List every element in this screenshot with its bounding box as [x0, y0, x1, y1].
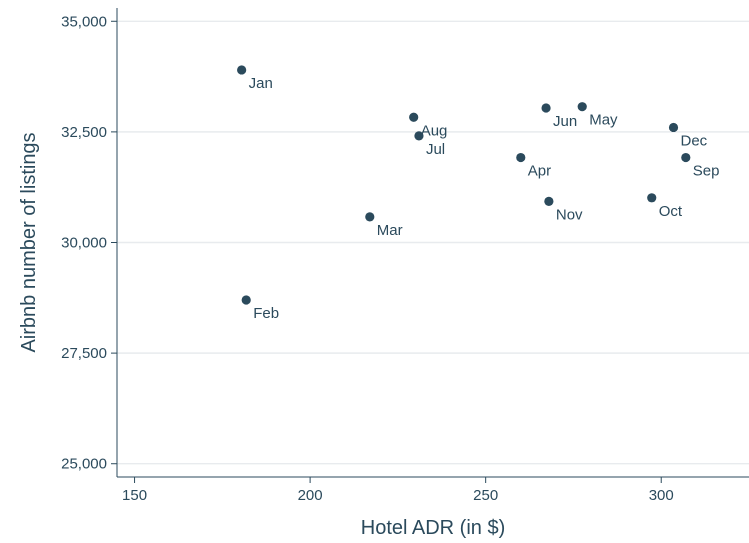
data-point — [409, 112, 419, 122]
data-point-label: Nov — [556, 206, 583, 223]
axis-ticks: 25,000 27,500 30,000 32,500 35,000 150 200 250 3… — [61, 13, 674, 504]
data-point-label: Jun — [553, 113, 577, 130]
data-point — [647, 193, 657, 203]
data-point-label: Jul — [426, 141, 445, 158]
data-point-label: Aug — [421, 122, 448, 139]
data-point — [577, 102, 587, 112]
x-axis-title: Hotel ADR (in $) — [361, 517, 506, 539]
gridlines — [117, 20, 749, 465]
data-point — [681, 152, 691, 163]
y-tick-label: 35,000 — [61, 13, 107, 30]
x-tick-label: 250 — [473, 487, 498, 504]
y-tick-label: 27,500 — [61, 345, 107, 362]
data-point — [541, 103, 551, 113]
data-point-label: Sep — [693, 163, 720, 180]
data-points: Jan Feb Mar Apr May Jun Jul Aug Sep Oct Nov Dec — [237, 65, 720, 322]
data-point-label: Feb — [253, 305, 279, 322]
x-tick-label: 200 — [298, 487, 323, 504]
data-point-label: Mar — [377, 222, 403, 239]
x-tick-label: 150 — [122, 487, 147, 504]
data-point — [241, 295, 251, 305]
data-point — [237, 65, 247, 75]
data-point — [516, 152, 526, 163]
data-point-label: Dec — [681, 132, 708, 149]
data-point — [414, 131, 424, 141]
y-tick-label: 30,000 — [61, 235, 107, 252]
data-point-label: Oct — [659, 203, 683, 220]
data-point — [365, 212, 375, 222]
data-point-label: Jan — [249, 75, 273, 92]
data-point — [668, 122, 679, 133]
y-tick-label: 25,000 — [61, 456, 107, 473]
x-tick-label: 300 — [649, 487, 674, 504]
y-axis-title: Airbnb number of listings — [18, 132, 40, 352]
data-point — [544, 196, 554, 206]
data-point-label: Apr — [528, 163, 551, 180]
y-tick-label: 32,500 — [61, 124, 107, 141]
data-point-label: May — [589, 112, 618, 129]
